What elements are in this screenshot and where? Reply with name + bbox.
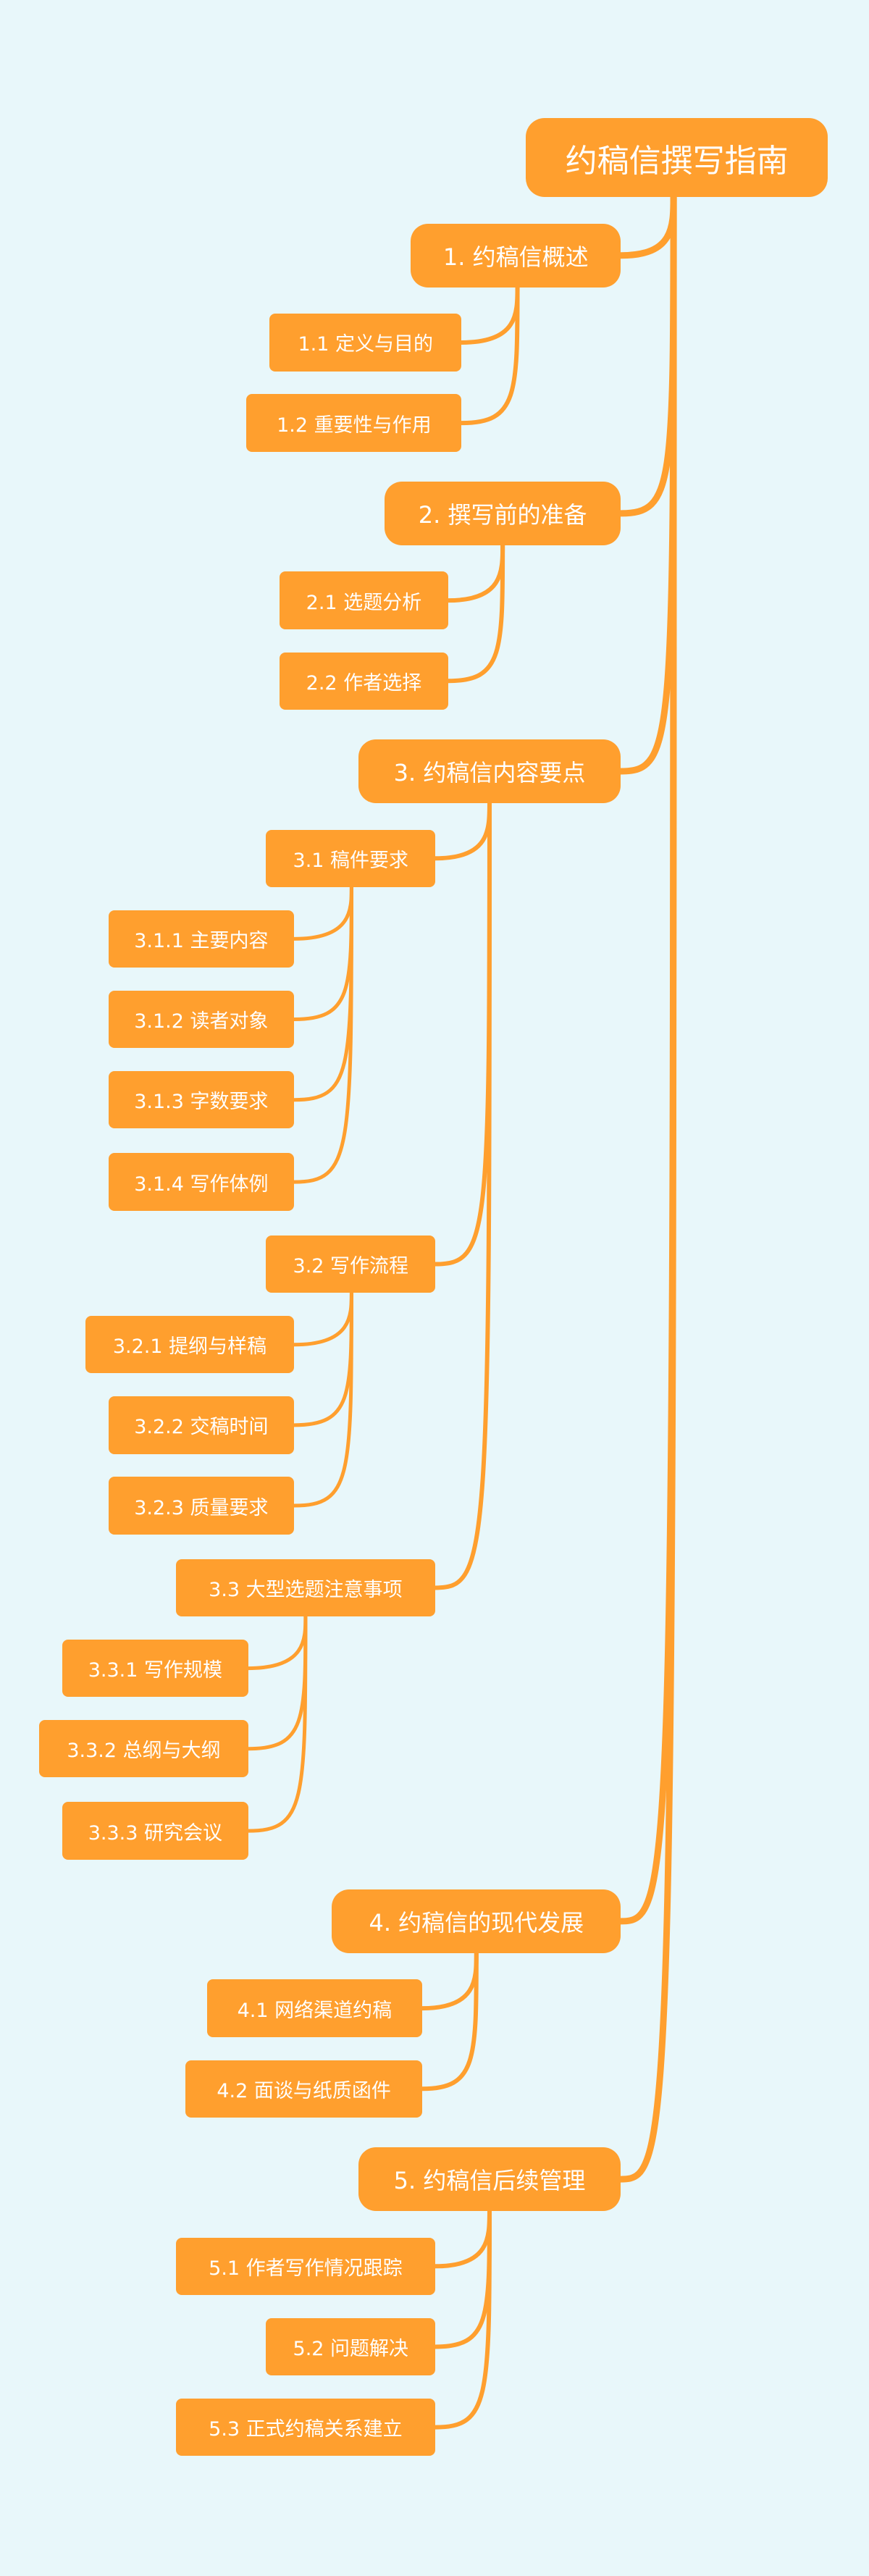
link-3-1-to-3-1-4 xyxy=(292,885,353,1184)
link-3-to-3-1 xyxy=(433,801,492,861)
section-node-2: 2. 撰写前的准备 xyxy=(384,481,621,546)
link-3-2-to-3-2-3 xyxy=(292,1291,353,1508)
subsection-node-5-3: 5.3 正式约稿关系建立 xyxy=(175,2398,436,2457)
link-3-2-to-3-2-1 xyxy=(292,1291,353,1347)
link-2-to-2-2 xyxy=(446,543,505,684)
subsection-node-5-1: 5.1 作者写作情况跟踪 xyxy=(175,2237,436,2295)
link-4-to-4-2 xyxy=(419,1951,479,2092)
leaf-node-3-1-4: 3.1.4 写作体例 xyxy=(108,1153,295,1211)
section-node-1: 1. 约稿信概述 xyxy=(411,223,621,288)
leaf-node-3-3-2: 3.3.2 总纲与大纲 xyxy=(39,1720,248,1778)
link-1-to-1-2 xyxy=(459,285,520,426)
leaf-node-3-2-3: 3.2.3 质量要求 xyxy=(108,1477,295,1535)
subsection-node-3-3: 3.3 大型选题注意事项 xyxy=(175,1558,436,1617)
link-3-1-to-3-1-1 xyxy=(292,885,353,941)
leaf-node-3-3-3: 3.3.3 研究会议 xyxy=(62,1802,248,1860)
subsection-node-1-1: 1.1 定义与目的 xyxy=(269,314,462,372)
link-3-to-3-3 xyxy=(433,801,492,1590)
link-root-to-2 xyxy=(617,193,677,517)
link-3-3-to-3-3-3 xyxy=(246,1614,308,1833)
root-node: 约稿信撰写指南 xyxy=(525,118,828,198)
link-5-to-5-1 xyxy=(433,2209,492,2269)
link-5-to-5-2 xyxy=(433,2209,492,2349)
leaf-node-3-2-1: 3.2.1 提纲与样稿 xyxy=(85,1316,295,1374)
subsection-node-2-2: 2.2 作者选择 xyxy=(279,652,449,710)
section-node-3: 3. 约稿信内容要点 xyxy=(358,739,621,804)
subsection-node-4-1: 4.1 网络渠道约稿 xyxy=(206,1979,422,2037)
subsection-node-4-2: 4.2 面谈与纸质函件 xyxy=(185,2060,422,2118)
link-3-2-to-3-2-2 xyxy=(292,1291,353,1427)
subsection-node-3-1: 3.1 稿件要求 xyxy=(266,829,436,887)
leaf-node-3-2-2: 3.2.2 交稿时间 xyxy=(108,1396,295,1454)
leaf-node-3-1-2: 3.1.2 读者对象 xyxy=(108,990,295,1049)
link-3-to-3-2 xyxy=(433,801,492,1267)
link-3-3-to-3-3-1 xyxy=(246,1614,308,1671)
link-3-3-to-3-3-2 xyxy=(246,1614,308,1751)
link-3-1-to-3-1-2 xyxy=(292,885,353,1022)
link-root-to-1 xyxy=(617,193,677,259)
leaf-node-3-1-1: 3.1.1 主要内容 xyxy=(108,910,295,968)
leaf-node-3-3-1: 3.3.1 写作规模 xyxy=(62,1639,248,1698)
link-1-to-1-1 xyxy=(459,285,520,345)
link-2-to-2-1 xyxy=(446,543,505,603)
link-5-to-5-3 xyxy=(433,2209,492,2430)
link-root-to-5 xyxy=(617,193,677,2183)
link-4-to-4-1 xyxy=(419,1951,479,2011)
leaf-node-3-1-3: 3.1.3 字数要求 xyxy=(108,1071,295,1129)
section-node-5: 5. 约稿信后续管理 xyxy=(358,2147,621,2212)
subsection-node-3-2: 3.2 写作流程 xyxy=(266,1235,436,1293)
subsection-node-2-1: 2.1 选题分析 xyxy=(279,571,449,629)
subsection-node-1-2: 1.2 重要性与作用 xyxy=(246,394,462,452)
subsection-node-5-2: 5.2 问题解决 xyxy=(266,2317,436,2376)
section-node-4: 4. 约稿信的现代发展 xyxy=(332,1889,621,1954)
